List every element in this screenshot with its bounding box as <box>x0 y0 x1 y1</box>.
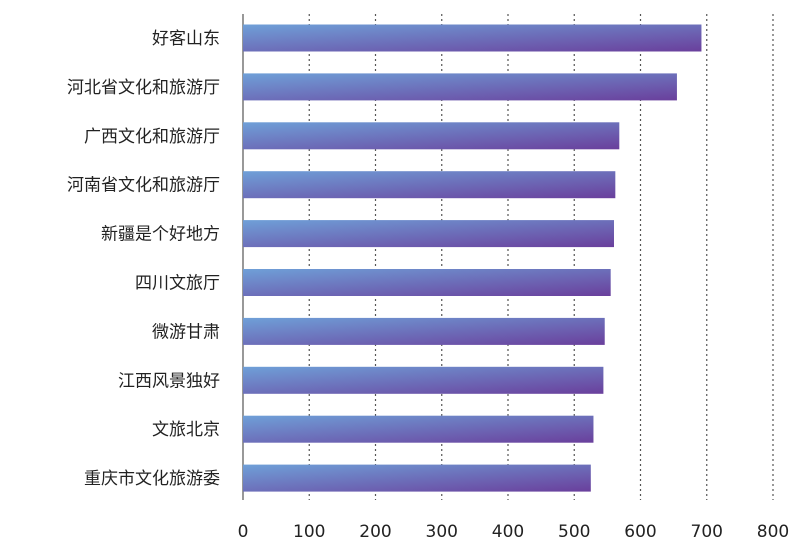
bar <box>243 415 594 443</box>
category-label: 四川文旅厅 <box>135 274 220 294</box>
x-tick-label: 800 <box>757 522 789 542</box>
x-tick-label: 300 <box>426 522 458 542</box>
bar <box>243 73 677 101</box>
bar <box>243 366 604 394</box>
category-label: 江西风景独好 <box>118 371 220 391</box>
category-label: 重庆市文化旅游委 <box>84 469 220 489</box>
bar <box>243 464 591 492</box>
x-tick-label: 0 <box>238 522 249 542</box>
category-label: 微游甘肃 <box>152 322 220 342</box>
x-tick-label: 200 <box>359 522 391 542</box>
x-axis-ticks: 0 100 200 300 400 500 600 700 800 <box>238 522 790 542</box>
bar <box>243 269 611 296</box>
x-tick-label: 100 <box>293 522 325 542</box>
x-tick-label: 600 <box>624 522 656 542</box>
bar <box>243 24 702 52</box>
bar <box>243 171 616 199</box>
category-label: 好客山东 <box>152 29 220 49</box>
bar <box>243 220 614 248</box>
x-tick-label: 500 <box>558 522 590 542</box>
x-tick-label: 400 <box>492 522 524 542</box>
category-label: 文旅北京 <box>152 420 220 440</box>
bars <box>243 24 702 492</box>
category-label: 新疆是个好地方 <box>101 225 220 245</box>
x-tick-label: 700 <box>691 522 723 542</box>
category-label: 河北省文化和旅游厅 <box>67 78 220 98</box>
bar <box>243 122 620 150</box>
bar <box>243 317 605 345</box>
category-label: 河南省文化和旅游厅 <box>67 176 220 196</box>
category-label: 广西文化和旅游厅 <box>84 127 220 147</box>
category-labels: 好客山东河北省文化和旅游厅广西文化和旅游厅河南省文化和旅游厅新疆是个好地方四川文… <box>67 29 220 489</box>
